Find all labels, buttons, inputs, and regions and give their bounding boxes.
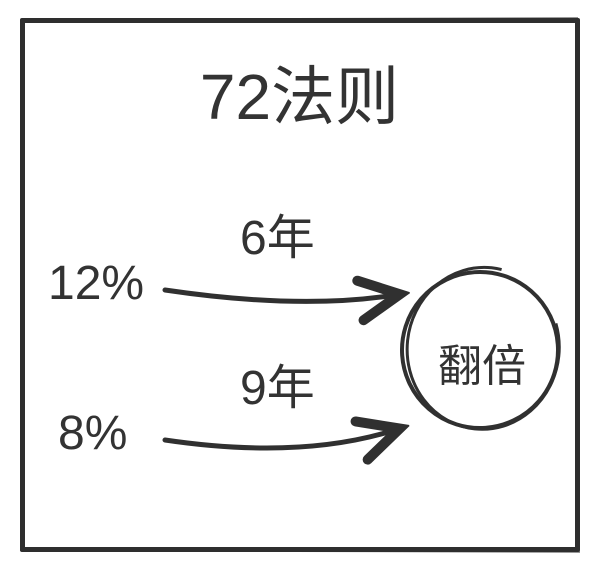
diagram-title: 72法则 bbox=[0, 46, 599, 138]
target-label-double: 翻倍 bbox=[438, 330, 526, 394]
rate-label-12: 12% bbox=[48, 256, 144, 311]
rate-label-8: 8% bbox=[58, 406, 127, 461]
duration-label-9: 9年 bbox=[240, 348, 315, 418]
duration-label-6: 6年 bbox=[240, 198, 315, 268]
diagram-canvas: 72法则 12% 8% 6年 9年 翻倍 bbox=[0, 0, 599, 571]
